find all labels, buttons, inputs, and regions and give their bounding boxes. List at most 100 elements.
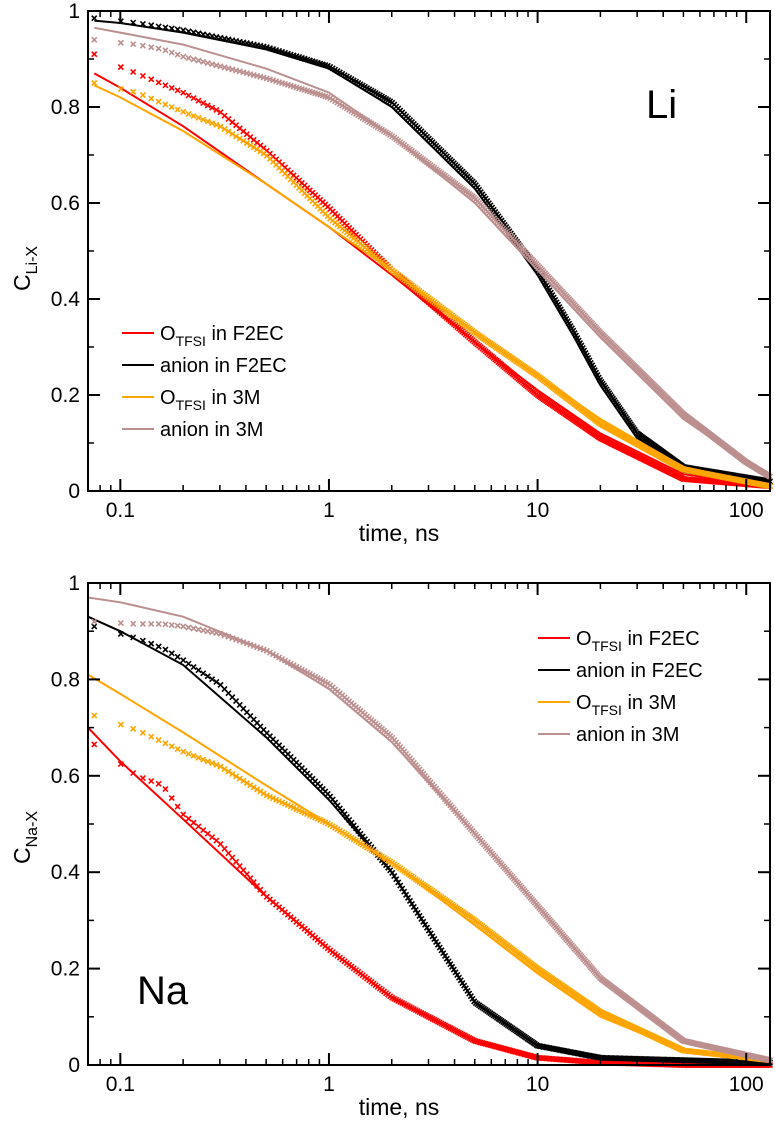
data-point bbox=[148, 44, 155, 51]
data-point bbox=[148, 76, 155, 83]
legend-item: anion in 3M bbox=[122, 419, 263, 441]
data-point bbox=[195, 626, 202, 633]
data-point bbox=[185, 660, 192, 667]
data-point bbox=[148, 733, 155, 740]
data-point bbox=[229, 130, 236, 138]
data-point bbox=[162, 740, 169, 747]
data-point bbox=[155, 620, 162, 628]
data-point bbox=[213, 106, 220, 114]
data-point bbox=[195, 30, 202, 37]
data-point bbox=[174, 87, 181, 94]
legend-label: OTFSI in F2EC bbox=[160, 323, 284, 349]
data-point bbox=[117, 760, 124, 768]
data-point bbox=[221, 632, 228, 639]
data-point bbox=[213, 629, 220, 636]
data-point bbox=[180, 748, 187, 755]
legend-label-main: O bbox=[576, 692, 592, 714]
data-point bbox=[174, 51, 181, 58]
data-point bbox=[155, 643, 162, 650]
data-point bbox=[213, 678, 220, 685]
y-tick-label: 0 bbox=[68, 1054, 80, 1077]
data-point bbox=[195, 823, 202, 830]
legend-label: anion in F2EC bbox=[576, 660, 703, 682]
x-tick-label: 1 bbox=[323, 1073, 335, 1096]
data-point bbox=[273, 652, 280, 659]
x-axis-title: time, ns bbox=[359, 1094, 440, 1120]
data-point bbox=[185, 92, 192, 99]
legend-label-main: O bbox=[576, 628, 592, 650]
data-point bbox=[247, 782, 254, 789]
series-anion-3m bbox=[87, 596, 774, 1064]
data-point bbox=[190, 663, 197, 671]
data-point bbox=[195, 754, 202, 761]
data-point bbox=[162, 101, 169, 108]
data-point bbox=[257, 148, 264, 155]
legend-item: OTFSI in 3M bbox=[122, 387, 260, 413]
data-point bbox=[139, 774, 146, 782]
legend-label-main: anion in 3M bbox=[576, 724, 679, 746]
data-point bbox=[130, 68, 137, 76]
data-point bbox=[117, 721, 124, 728]
data-point bbox=[221, 845, 228, 852]
y-tick-label: 0.6 bbox=[51, 765, 80, 788]
legend-label-rest: in F2EC bbox=[622, 628, 700, 650]
data-point bbox=[155, 23, 162, 30]
data-point bbox=[395, 879, 402, 886]
data-point bbox=[204, 628, 211, 635]
data-point bbox=[200, 670, 207, 677]
legend-label: OTFSI in 3M bbox=[576, 692, 676, 718]
data-point bbox=[225, 633, 232, 640]
y-axis-title-main: C bbox=[9, 274, 35, 291]
data-point bbox=[174, 26, 181, 33]
x-tick-label: 10 bbox=[526, 499, 549, 522]
data-point bbox=[257, 788, 264, 795]
legend-label-main: anion in F2EC bbox=[576, 660, 703, 682]
x-axis-title: time, ns bbox=[359, 520, 440, 546]
data-point bbox=[243, 779, 250, 787]
data-point bbox=[168, 743, 175, 750]
data-point bbox=[130, 620, 137, 627]
data-point bbox=[168, 795, 175, 802]
legend-label: anion in 3M bbox=[160, 419, 263, 441]
data-point bbox=[174, 803, 181, 810]
data-point bbox=[240, 137, 247, 144]
legend-label-main: anion in 3M bbox=[160, 419, 263, 441]
data-point bbox=[204, 673, 211, 680]
data-point bbox=[209, 61, 216, 68]
data-point bbox=[139, 729, 146, 736]
data-point bbox=[91, 15, 98, 22]
data-point bbox=[217, 840, 224, 848]
data-point bbox=[190, 56, 197, 63]
data-point bbox=[139, 637, 146, 644]
legend-label-rest: in 3M bbox=[206, 387, 260, 409]
fit-line bbox=[93, 72, 771, 488]
data-point bbox=[139, 620, 146, 628]
legend-label: OTFSI in F2EC bbox=[576, 628, 700, 654]
data-point bbox=[209, 760, 216, 767]
y-tick-label: 0.6 bbox=[51, 192, 80, 215]
legend-item: anion in 3M bbox=[538, 724, 679, 746]
data-point bbox=[180, 811, 187, 818]
x-tick-label: 0.1 bbox=[106, 499, 135, 522]
data-point bbox=[130, 19, 137, 26]
data-point bbox=[91, 623, 98, 630]
y-tick-label: 0 bbox=[68, 480, 80, 503]
data-point bbox=[174, 746, 181, 753]
data-point bbox=[276, 654, 283, 661]
y-tick-label: 0.8 bbox=[51, 96, 80, 119]
data-point bbox=[117, 630, 124, 637]
data-point bbox=[195, 114, 202, 121]
data-point bbox=[139, 72, 146, 79]
data-point bbox=[397, 882, 404, 889]
legend-label: anion in F2EC bbox=[160, 355, 287, 377]
y-tick-label: 0.2 bbox=[51, 958, 80, 981]
data-point bbox=[190, 112, 197, 119]
data-point bbox=[130, 770, 137, 777]
data-point bbox=[180, 623, 187, 630]
legend-item: OTFSI in F2EC bbox=[122, 323, 284, 349]
data-point bbox=[190, 819, 197, 826]
data-point bbox=[130, 88, 137, 95]
